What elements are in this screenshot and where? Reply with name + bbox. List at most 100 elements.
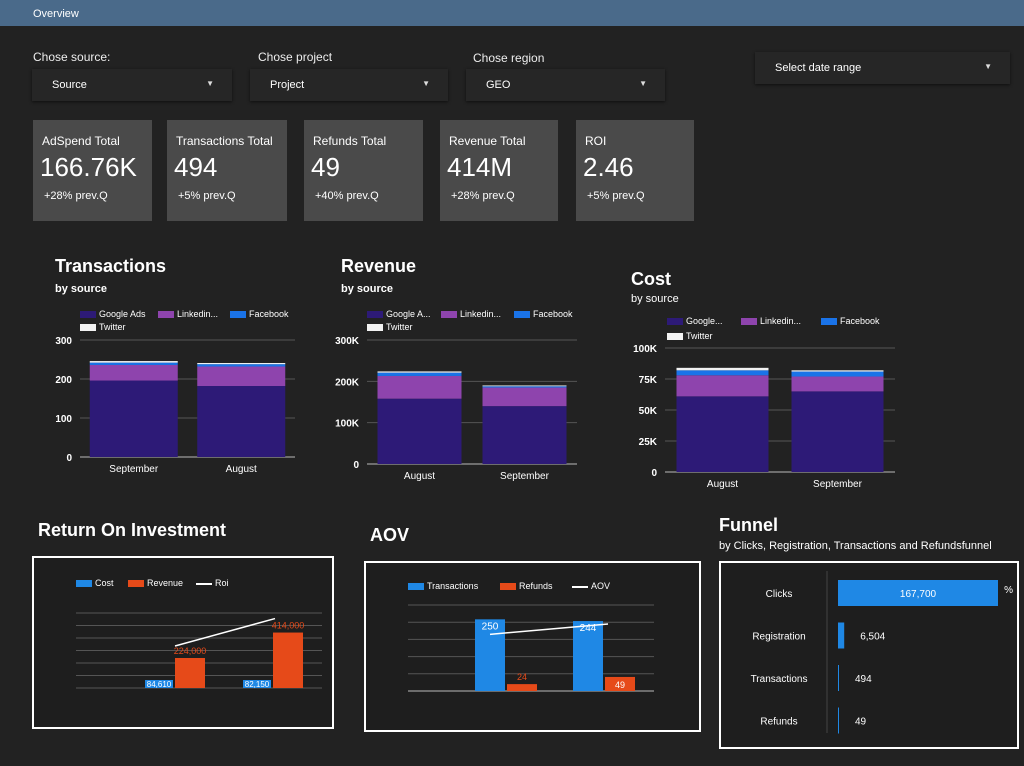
roi-line: [174, 617, 276, 647]
y-tick-label: 300: [55, 336, 72, 347]
aov-chart-title: AOV: [370, 525, 410, 545]
funnel-bar: [838, 580, 998, 606]
bar-segment: [482, 406, 567, 464]
source-dropdown[interactable]: Source ▼: [32, 69, 232, 101]
transactions-chart-subtitle: by source: [55, 283, 107, 295]
bar-segment: [676, 375, 769, 397]
bar: [273, 632, 303, 688]
funnel-bar: [838, 622, 845, 649]
x-tick-label: September: [813, 479, 863, 490]
y-tick-label: 100: [55, 414, 72, 425]
cost-chart-subtitle: by source: [631, 293, 679, 305]
chevron-down-icon: ▼: [984, 62, 992, 71]
legend-item: Google...: [667, 316, 723, 326]
percent-symbol: %: [1004, 585, 1013, 596]
x-tick-label: September: [500, 471, 550, 482]
bar-segment: [377, 375, 462, 399]
bar-segment: [676, 367, 769, 371]
data-label: 244: [580, 623, 597, 634]
bar: [605, 676, 635, 691]
y-tick-label: 0: [353, 460, 359, 471]
legend-item: Roi: [196, 578, 229, 588]
revenue-chart: 0 100K 200K 300K August September: [335, 336, 577, 482]
project-label: Chose project: [258, 50, 333, 64]
roi-panel: Cost Revenue Roi 84,610 224,000 82,150 414,…: [32, 556, 334, 729]
funnel-bar: [838, 707, 839, 734]
funnel-chart-title: Funnel: [719, 515, 778, 535]
aov-line: [489, 623, 609, 636]
kpi-label: Transactions Total: [176, 134, 273, 148]
kpi-value: 2.46: [583, 152, 634, 182]
kpi-label: AdSpend Total: [42, 134, 120, 148]
project-value: Project: [270, 79, 305, 91]
legend-item: Revenue: [128, 578, 183, 588]
legend-item: Cost: [76, 578, 114, 588]
chevron-down-icon: ▼: [206, 79, 214, 88]
category-label: Registration: [752, 632, 805, 643]
data-label: 49: [855, 717, 867, 728]
bar-segment: [197, 364, 286, 367]
bar: [507, 684, 537, 691]
x-tick-label: September: [109, 464, 159, 475]
revenue-chart-title: Revenue: [341, 256, 417, 276]
bar: [145, 680, 173, 688]
y-tick-label: 0: [651, 468, 657, 479]
kpi-change: +28% prev.Q: [44, 190, 108, 202]
bar-segment: [89, 380, 178, 457]
bar-segment: [482, 385, 567, 387]
funnel-bar: [838, 665, 839, 691]
bar-segment: [482, 387, 567, 407]
kpi-change: +5% prev.Q: [587, 190, 645, 202]
category-label: Refunds: [760, 717, 797, 728]
bar-segment: [676, 396, 769, 472]
bar: [475, 619, 505, 691]
legend-item: Facebook: [230, 309, 289, 319]
bar-segment: [89, 364, 178, 381]
y-tick-label: 200K: [335, 377, 360, 388]
category-label: Transactions: [751, 674, 808, 685]
legend-item: Twitter: [80, 322, 126, 332]
bar-segment: [89, 361, 178, 363]
bar-segment: [676, 370, 769, 376]
funnel-chart-subtitle: by Clicks, Registration, Transactions an…: [719, 540, 992, 552]
legend-item: Twitter: [667, 331, 713, 341]
data-label: 49: [615, 680, 625, 690]
region-dropdown[interactable]: GEO ▼: [466, 69, 665, 101]
page-title: Overview: [33, 8, 79, 20]
bar-segment: [197, 363, 286, 365]
bar-segment: [377, 372, 462, 376]
legend-item: Facebook: [514, 309, 573, 319]
kpi-value: 414M: [447, 152, 513, 182]
region-label: Chose region: [473, 51, 545, 65]
cost-chart: 0 25K 50K 75K 100K August September: [633, 344, 895, 490]
y-tick-label: 75K: [639, 375, 658, 386]
legend-item: Twitter: [367, 322, 413, 332]
legend-item: Linkedin...: [158, 309, 218, 319]
revenue-chart-subtitle: by source: [341, 283, 393, 295]
date-range-value: Select date range: [775, 62, 862, 74]
project-dropdown[interactable]: Project ▼: [250, 69, 448, 101]
kpi-value: 494: [174, 152, 218, 182]
legend-item: Google Ads: [80, 309, 146, 319]
bar-segment: [377, 398, 462, 464]
y-tick-label: 50K: [639, 406, 658, 417]
legend-item: Refunds: [500, 581, 553, 591]
kpi-card-adspend: AdSpend Total 166.76K +28% prev.Q: [33, 120, 152, 221]
kpi-value: 166.76K: [40, 152, 137, 182]
bar-segment: [377, 371, 462, 373]
data-label: 84,610: [147, 680, 172, 689]
date-range-dropdown[interactable]: Select date range ▼: [755, 52, 1010, 84]
cost-chart-title: Cost: [631, 269, 671, 289]
data-label: 224,000: [174, 646, 207, 656]
x-tick-label: August: [404, 471, 435, 482]
kpi-change: +40% prev.Q: [315, 190, 379, 202]
transactions-chart-title: Transactions: [55, 256, 167, 276]
kpi-label: Refunds Total: [313, 134, 387, 148]
data-label: 24: [517, 672, 527, 682]
kpi-card-transactions: Transactions Total 494 +5% prev.Q: [167, 120, 287, 221]
data-label: 414,000: [272, 621, 305, 631]
chevron-down-icon: ▼: [639, 79, 647, 88]
x-tick-label: August: [707, 479, 738, 490]
bar-segment: [197, 386, 286, 457]
data-label: 6,504: [860, 632, 885, 643]
